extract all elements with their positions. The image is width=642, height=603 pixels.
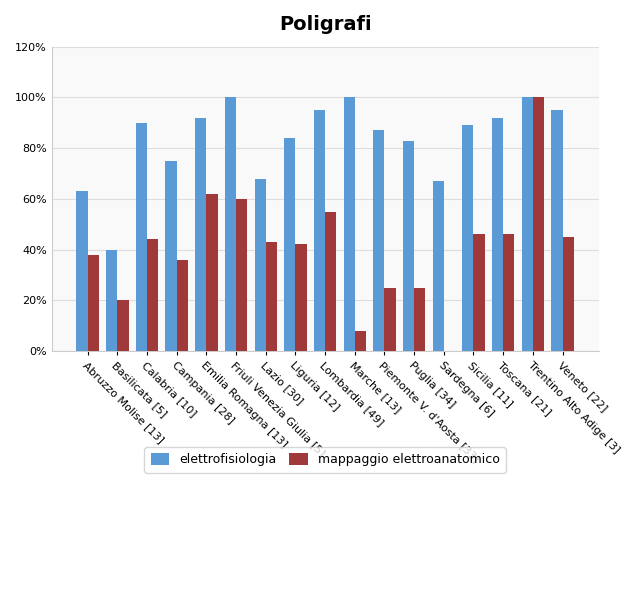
Bar xyxy=(373,130,385,351)
Bar xyxy=(295,244,307,351)
Bar xyxy=(225,98,236,351)
Bar xyxy=(76,191,88,351)
Bar xyxy=(106,250,117,351)
Bar xyxy=(195,118,207,351)
Bar xyxy=(385,288,395,351)
Bar xyxy=(88,254,99,351)
Legend: elettrofisiologia, mappaggio elettroanatomico: elettrofisiologia, mappaggio elettroanat… xyxy=(144,447,506,473)
Bar xyxy=(503,235,514,351)
Bar xyxy=(254,178,266,351)
Bar xyxy=(284,138,295,351)
Bar xyxy=(492,118,503,351)
Bar xyxy=(462,125,474,351)
Bar xyxy=(314,110,325,351)
Bar xyxy=(147,239,159,351)
Bar xyxy=(117,300,128,351)
Bar xyxy=(433,181,444,351)
Bar xyxy=(474,235,485,351)
Bar xyxy=(166,161,177,351)
Bar xyxy=(207,194,218,351)
Bar xyxy=(533,98,544,351)
Bar xyxy=(355,330,366,351)
Bar xyxy=(236,199,247,351)
Bar xyxy=(403,140,414,351)
Bar xyxy=(414,288,426,351)
Bar xyxy=(521,98,533,351)
Bar xyxy=(343,98,355,351)
Bar xyxy=(325,212,336,351)
Title: Poligrafi: Poligrafi xyxy=(279,15,372,34)
Bar xyxy=(266,242,277,351)
Bar xyxy=(136,123,147,351)
Bar xyxy=(562,237,574,351)
Bar xyxy=(551,110,562,351)
Bar xyxy=(177,260,188,351)
